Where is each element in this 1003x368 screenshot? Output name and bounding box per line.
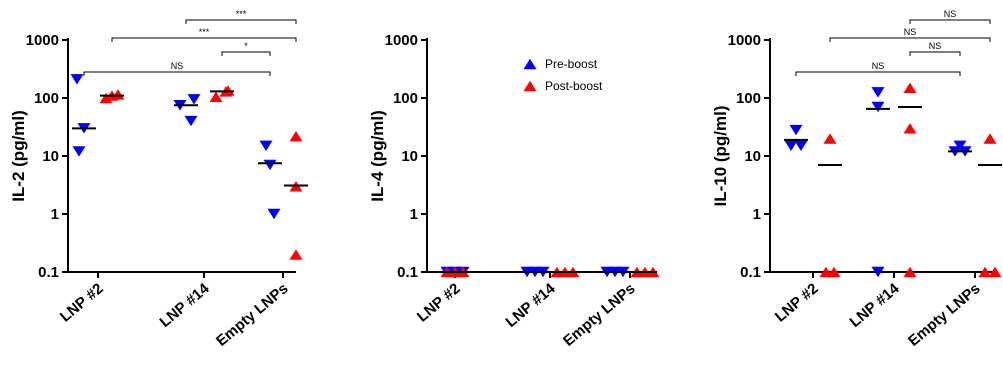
y-tick-label: 0.1	[397, 264, 418, 281]
post-point	[978, 266, 992, 278]
y-tick-label: 0.1	[740, 264, 761, 281]
legend-label: Post-boost	[545, 79, 603, 93]
y-tick-label: 10	[42, 148, 59, 165]
legend-marker-post	[523, 80, 537, 92]
significance-label: NS	[944, 9, 957, 19]
y-tick-label: 100	[393, 90, 418, 107]
y-tick-label: 1	[753, 206, 761, 223]
pre-point	[187, 94, 201, 105]
post-point	[988, 266, 1002, 278]
y-axis-label: IL-10 (pg/ml)	[711, 105, 730, 206]
x-tick-label: LNP #14	[156, 280, 213, 331]
post-point	[903, 82, 917, 93]
pre-point	[794, 140, 808, 151]
significance-label: ***	[199, 27, 210, 37]
x-tick-label: LNP #2	[772, 280, 822, 326]
x-tick-label: LNP #2	[57, 280, 107, 326]
pre-point	[871, 101, 885, 113]
legend: Pre-boost Post-boost	[523, 57, 603, 93]
y-tick-label: 1	[51, 206, 59, 223]
x-tick-label: Empty LNPs	[213, 280, 292, 350]
pre-point	[784, 140, 798, 151]
significance-bracket	[909, 19, 991, 24]
significance-bracket	[909, 51, 961, 56]
post-point	[827, 266, 841, 278]
y-tick-label: 1000	[26, 32, 59, 49]
significance-label: ***	[236, 9, 247, 19]
significance-label: *	[244, 41, 248, 51]
pre-point	[267, 208, 281, 220]
pre-point	[953, 140, 967, 151]
post-point	[903, 123, 917, 134]
y-tick-label: 0.1	[38, 264, 59, 281]
pre-point	[72, 146, 86, 157]
y-tick-label: 1	[410, 206, 418, 223]
legend-label: Pre-boost	[545, 57, 598, 71]
y-tick-label: 100	[736, 90, 761, 107]
significance-bracket	[221, 51, 271, 56]
x-tick-label: Empty LNPs	[905, 280, 984, 350]
y-axis-label: IL-4 (pg/ml)	[368, 110, 387, 202]
significance-label: NS	[171, 61, 184, 71]
pre-point	[184, 115, 198, 127]
y-tick-label: 10	[744, 148, 761, 165]
significance-bracket	[829, 37, 991, 42]
significance-bracket	[185, 19, 297, 24]
y-axis-label: IL-2 (pg/ml)	[9, 110, 28, 202]
pre-point	[871, 87, 885, 98]
pre-point	[871, 266, 885, 278]
y-tick-label: 1000	[385, 32, 418, 49]
x-tick-label: LNP #2	[414, 280, 464, 326]
y-tick-label: 10	[401, 148, 418, 165]
x-tick-label: Empty LNPs	[560, 280, 639, 350]
significance-bracket	[111, 37, 297, 42]
pre-point	[789, 124, 803, 136]
significance-bracket	[83, 71, 271, 76]
y-tick-label: 1000	[728, 32, 761, 49]
significance-label: NS	[904, 27, 917, 37]
legend-marker-pre	[523, 58, 537, 70]
pre-point	[259, 140, 273, 151]
significance-label: NS	[929, 41, 942, 51]
post-point	[289, 130, 303, 142]
significance-bracket	[795, 71, 961, 76]
panel-1: 0.1 1 10 100 1000 IL-2 (pg/ml) LNP #2 LNP #14 Em…	[9, 9, 308, 350]
panel-3: 0.1 1 10 100 1000 IL-10 (pg/ml) LNP #2 LNP #14 E…	[711, 9, 1002, 350]
y-tick-label: 100	[34, 90, 59, 107]
pre-point	[70, 74, 84, 85]
pre-point	[263, 159, 277, 171]
x-tick-label: LNP #14	[502, 280, 559, 331]
post-point	[903, 266, 917, 278]
post-point	[983, 133, 997, 144]
post-point	[823, 133, 837, 144]
post-point	[209, 91, 223, 102]
post-point	[289, 249, 303, 260]
panel-2: 0.1 1 10 100 1000 IL-4 (pg/ml) LNP #2 LNP #14 Em…	[368, 32, 660, 350]
significance-label: NS	[872, 61, 885, 71]
x-tick-label: LNP #14	[846, 280, 903, 331]
